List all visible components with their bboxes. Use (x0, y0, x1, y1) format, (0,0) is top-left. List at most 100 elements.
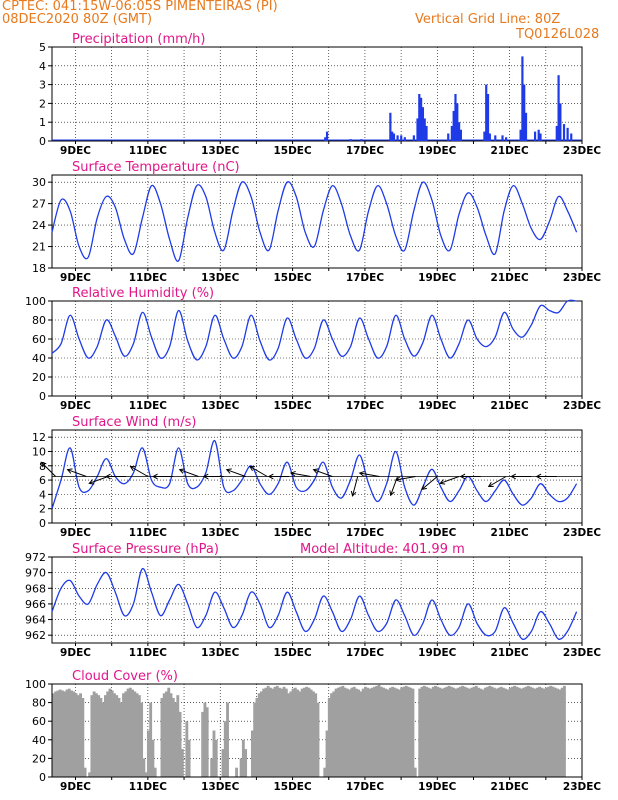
wind-arrow-head (66, 468, 73, 474)
cloud-column (104, 695, 107, 777)
cloud-column (368, 688, 372, 777)
precip-bar (566, 127, 569, 141)
cloud-column (99, 697, 103, 777)
cloud-column (167, 687, 171, 777)
wind-arrow-head (358, 470, 365, 477)
cloud-column (504, 688, 508, 777)
cloud-column (61, 690, 64, 777)
cloud-column (370, 687, 374, 777)
cloud-column (210, 758, 214, 777)
cloud-column (425, 686, 428, 777)
wind-arrow (421, 476, 438, 490)
cloud-column (314, 693, 318, 777)
cloud-column (293, 687, 297, 777)
cloud-column (305, 686, 309, 777)
cloud-column (255, 697, 259, 777)
precip-bar (494, 135, 497, 141)
precipitation-ytick-label: 4 (39, 60, 46, 73)
cloud-column (146, 730, 150, 777)
cloud-column (553, 687, 557, 777)
precip-bar (360, 139, 363, 141)
cloud-column (113, 693, 116, 777)
cloud-column (547, 686, 551, 777)
cloud-column (526, 685, 530, 777)
cloud-column (221, 749, 225, 777)
precip-bar (324, 137, 327, 141)
cloud-column (395, 688, 399, 777)
cloud-column (174, 702, 177, 777)
cloud-column (515, 686, 519, 777)
cloud-column (94, 693, 98, 777)
cloud-column (275, 685, 279, 777)
relative-humidity-xtick-label: 11DEC (129, 400, 168, 412)
cloud-column (52, 693, 55, 777)
cloud-column (560, 687, 564, 777)
precip-bar (391, 131, 394, 141)
cloud-column (388, 687, 392, 777)
cloud-column (307, 687, 311, 777)
surface-wind-title: Surface Wind (m/s) (72, 415, 196, 430)
cloud-column (481, 689, 485, 777)
cloud-column (495, 688, 499, 777)
cloud-column (201, 711, 205, 777)
surface-pressure-ytick-label: 966 (25, 598, 46, 611)
cloud-column (366, 687, 370, 777)
precipitation-ytick-label: 0 (39, 135, 46, 148)
cloud-column (203, 702, 207, 777)
cloud-cover-xtick-label: 13DEC (201, 781, 240, 793)
cloud-column (124, 691, 128, 777)
surface-wind-ytick-label: 4 (39, 488, 46, 501)
relative-humidity-xtick-label: 9DEC (60, 400, 91, 412)
cloud-column (427, 687, 431, 777)
cloud-column (540, 687, 544, 777)
surface-pressure-annotation: Model Altitude: 401.99 m (300, 542, 465, 557)
wind-arrow (130, 466, 149, 477)
cloud-column (382, 687, 385, 777)
cloud-column (65, 689, 69, 777)
cloud-column (501, 687, 505, 777)
cloud-column (212, 730, 216, 777)
cloud-column (88, 772, 92, 777)
cloud-column (58, 689, 62, 777)
cloud-column (384, 688, 388, 777)
cloud-cover-xtick-label: 9DEC (60, 781, 91, 793)
cloud-column (133, 691, 137, 777)
cloud-column (67, 688, 71, 777)
surface-pressure-frame (51, 556, 583, 644)
cloud-column (110, 690, 114, 777)
cloud-column (456, 687, 460, 777)
cloud-column (508, 687, 512, 777)
wind-arrow-head (289, 470, 296, 477)
precip-bar (524, 112, 528, 141)
cloud-column (492, 687, 496, 777)
precip-bar (485, 84, 488, 141)
precip-bar (412, 135, 415, 141)
precip-bar (454, 94, 457, 141)
surface-pressure-ytick-label: 972 (25, 551, 46, 564)
cloud-column (397, 689, 401, 777)
cloud-column (235, 767, 239, 777)
surface-wind-line (51, 440, 578, 509)
precip-bar (539, 133, 542, 141)
cloud-column (137, 695, 141, 777)
cloud-column (404, 685, 408, 777)
cloud-column (524, 686, 528, 777)
cloud-column (83, 767, 87, 777)
cloud-column (409, 687, 413, 777)
cloud-column (76, 695, 80, 777)
cloud-cover-xtick-label: 17DEC (346, 781, 385, 793)
wind-arrow (352, 476, 359, 496)
relative-humidity-xtick-label: 23DEC (563, 400, 602, 412)
cloud-column (386, 689, 390, 777)
cloud-column (531, 687, 535, 777)
cloud-column (420, 686, 424, 777)
cloud-column (282, 686, 286, 777)
precip-bar (483, 131, 486, 141)
cloud-column (151, 739, 155, 777)
precip-bar (396, 135, 399, 141)
surface-pressure-ytick-label: 968 (25, 582, 46, 595)
cloud-column (490, 686, 494, 777)
cloud-column (300, 688, 304, 777)
surface-wind-xtick-label: 19DEC (418, 527, 457, 539)
cloud-column (185, 721, 189, 777)
